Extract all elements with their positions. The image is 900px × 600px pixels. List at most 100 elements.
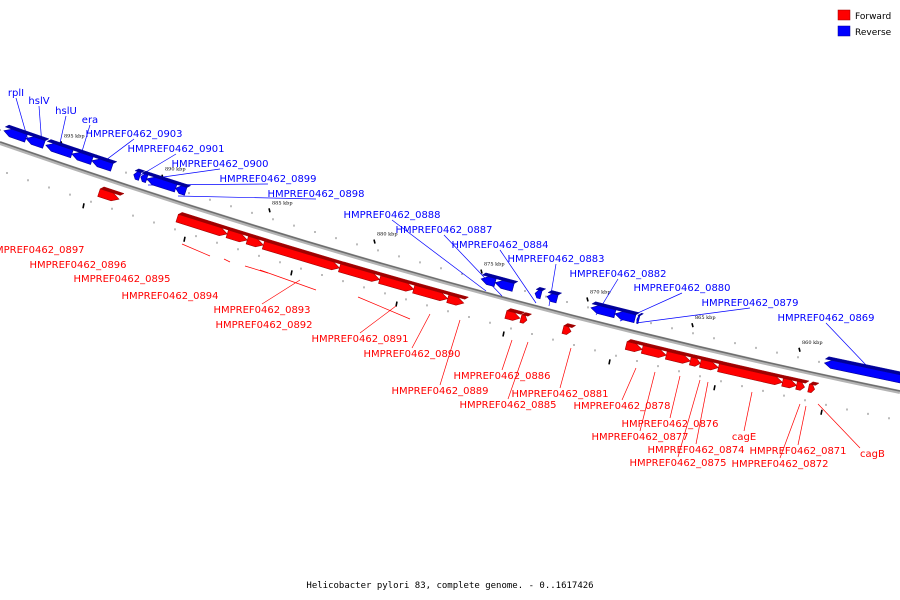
gene-shape (590, 305, 617, 319)
gene-hmpref0462-0887 (494, 276, 519, 292)
gene-hmpref0462-0871 (795, 378, 810, 391)
gene-shape (781, 378, 798, 389)
gene-shape-top (796, 378, 810, 384)
gene-shape (446, 294, 465, 306)
gene-shape (614, 311, 637, 324)
leader-hmpref0462-0875 (677, 379, 701, 458)
gene-shape (534, 289, 543, 300)
gene-label-hmpref0462-0889: HMPREF0462_0889 (391, 386, 488, 397)
gene-label-hmpref0462-0869: HMPREF0462_0869 (777, 313, 874, 324)
gene-rpli (3, 124, 32, 143)
gene-label-hmpref0462-0882: HMPREF0462_0882 (569, 269, 666, 280)
scale-tick-885-kbp (268, 208, 271, 213)
gene-hslv (25, 132, 50, 149)
gene-shape (91, 158, 114, 172)
scale-tick-label: 880 kbp (377, 232, 398, 238)
gene-shape (25, 136, 46, 149)
scale-tick-880-kbp (373, 239, 376, 244)
inner-scale-tick (713, 385, 716, 391)
gene-era (71, 148, 98, 165)
inner-scale-tick (502, 331, 505, 337)
gene-cagb (807, 381, 820, 393)
gene-label-hmpref0462-0895: HMPREF0462_0895 (73, 274, 170, 285)
gene-hmpref0462-0890 (412, 283, 453, 302)
gene-label-hmpref0462-0884: HMPREF0462_0884 (451, 240, 548, 251)
gene-shape-top (521, 312, 533, 317)
scale-tick-label: 890 kbp (165, 167, 186, 173)
gene-shape (378, 275, 415, 292)
gene-shape (140, 173, 149, 184)
leader-hmpref0462-0877 (639, 371, 656, 432)
inner-scale-tick (82, 203, 85, 209)
gene-label-hmpref0462-0871: HMPREF0462_0871 (749, 446, 846, 457)
gene-hmpref0462-0878 (624, 339, 648, 352)
leader-hmpref0462-0869 (825, 322, 867, 366)
gene-shape (689, 356, 701, 367)
legend-swatch-forward (837, 9, 851, 21)
leader-hmpref0462-0901 (135, 153, 177, 179)
gene-label-hmpref0462-0899: HMPREF0462_0899 (219, 174, 316, 185)
gene-shape (97, 188, 120, 202)
gene-shape-top (563, 323, 577, 328)
gene-label-hmpref0462-0877: HMPREF0462_0877 (591, 432, 688, 443)
gene-label-hmpref0462-0886: HMPREF0462_0886 (453, 371, 550, 382)
legend-label-reverse: Reverse (855, 28, 892, 38)
gene-shape (3, 128, 28, 143)
gene-labels: rplI hslV hslU era HMPREF0462_0903 HMPREF0462… (0, 88, 885, 470)
gene-label-hmpref0462-0893: HMPREF0462_0893 (213, 305, 310, 316)
forward-genes (97, 186, 820, 393)
gene-hslu (45, 139, 78, 159)
inner-scale-tick (608, 359, 611, 365)
inner-scale-tick (183, 236, 186, 242)
map-caption: Helicobacter pylori 83, complete genome.… (306, 581, 593, 591)
backbone-layer (0, 141, 900, 394)
gene-shape (546, 293, 559, 304)
leader-hmpref0462-0894 (259, 269, 317, 291)
gene-hmpref0462-0874 (699, 357, 724, 371)
gene-hmpref0462-0869 (823, 356, 900, 384)
gene-hmpref0462-0884 (534, 287, 547, 300)
gene-hmpref0462-0903 (91, 154, 118, 172)
leader-hmpref0462-0878 (621, 367, 637, 401)
gene-hmpref0462-0875 (689, 354, 706, 367)
leader-hmpref0462-0888 (391, 219, 487, 292)
gene-shape (795, 381, 805, 391)
leader-hmpref0462-0884 (499, 249, 537, 304)
gene-hmpref0462-0893 (261, 239, 345, 271)
gene-shape (640, 345, 667, 358)
gene-shape-top (448, 292, 470, 300)
gene-hmpref0462-0881 (561, 323, 577, 335)
gene-label-cage: cagE (732, 432, 756, 443)
gene-label-hmpref0462-0890: HMPREF0462_0890 (363, 349, 460, 360)
inner-scale-tick (395, 301, 398, 307)
gene-hmpref0462-0876 (664, 348, 696, 364)
gene-hmpref0462-0883 (546, 290, 563, 304)
gene-shape (245, 235, 264, 248)
legend: Forward Reverse (837, 9, 892, 38)
gene-label-hmpref0462-0887: HMPREF0462_0887 (395, 225, 492, 236)
gene-shape (636, 315, 641, 325)
scale-tick-label: 895 kbp (64, 133, 85, 139)
gene-shape (664, 351, 691, 364)
gene-label-hmpref0462-0896: HMPREF0462_0896 (29, 260, 126, 271)
gene-hmpref0462-0888 (480, 272, 501, 287)
gene-label-hmpref0462-0879: HMPREF0462_0879 (701, 298, 798, 309)
gene-label-hmpref0462-0901: HMPREF0462_0901 (127, 144, 224, 155)
leader-hmpref0462-0881 (559, 347, 572, 389)
gene-shape (519, 314, 528, 324)
gene-hmpref0462-0880 (614, 307, 641, 324)
gene-label-hmpref0462-0874: HMPREF0462_0874 (647, 445, 744, 456)
gene-shape (480, 276, 497, 287)
legend-label-forward: Forward (855, 12, 891, 22)
gene-label-hslv: hslV (28, 96, 49, 107)
gene-label-hmpref0462-0900: HMPREF0462_0900 (171, 159, 268, 170)
gene-hmpref0462-0891 (378, 273, 419, 292)
gene-label-hmpref0462-0894: HMPREF0462_0894 (121, 291, 218, 302)
gene-label-hmpref0462-0872: HMPREF0462_0872 (731, 459, 828, 470)
legend-item-forward: Forward (837, 9, 891, 22)
leader-hmpref0462-0885 (507, 341, 529, 400)
leader-hmpref0462-0896 (223, 258, 231, 263)
gene-hmpref0462-0895 (225, 227, 253, 243)
inner-scale-tick (290, 270, 293, 276)
scale-tick-label: 885 kbp (272, 200, 293, 206)
